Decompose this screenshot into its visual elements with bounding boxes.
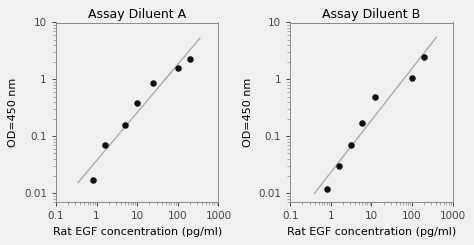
Point: [121, 123, 129, 127]
Point: [186, 57, 194, 61]
Title: Assay Diluent A: Assay Diluent A: [88, 8, 186, 21]
Point: [347, 143, 355, 147]
Point: [420, 55, 428, 59]
Point: [408, 76, 416, 80]
Point: [335, 164, 343, 168]
Point: [358, 121, 366, 125]
Y-axis label: OD=450 nm: OD=450 nm: [243, 78, 253, 147]
Point: [371, 95, 378, 98]
Point: [89, 178, 96, 182]
Point: [149, 82, 157, 86]
Point: [101, 143, 109, 147]
X-axis label: Rat EGF concentration (pg/ml): Rat EGF concentration (pg/ml): [287, 227, 456, 237]
Point: [174, 66, 182, 70]
Y-axis label: OD=450 nm: OD=450 nm: [9, 78, 18, 147]
Point: [133, 101, 141, 105]
Title: Assay Diluent B: Assay Diluent B: [322, 8, 420, 21]
X-axis label: Rat EGF concentration (pg/ml): Rat EGF concentration (pg/ml): [53, 227, 222, 237]
Point: [323, 187, 330, 191]
